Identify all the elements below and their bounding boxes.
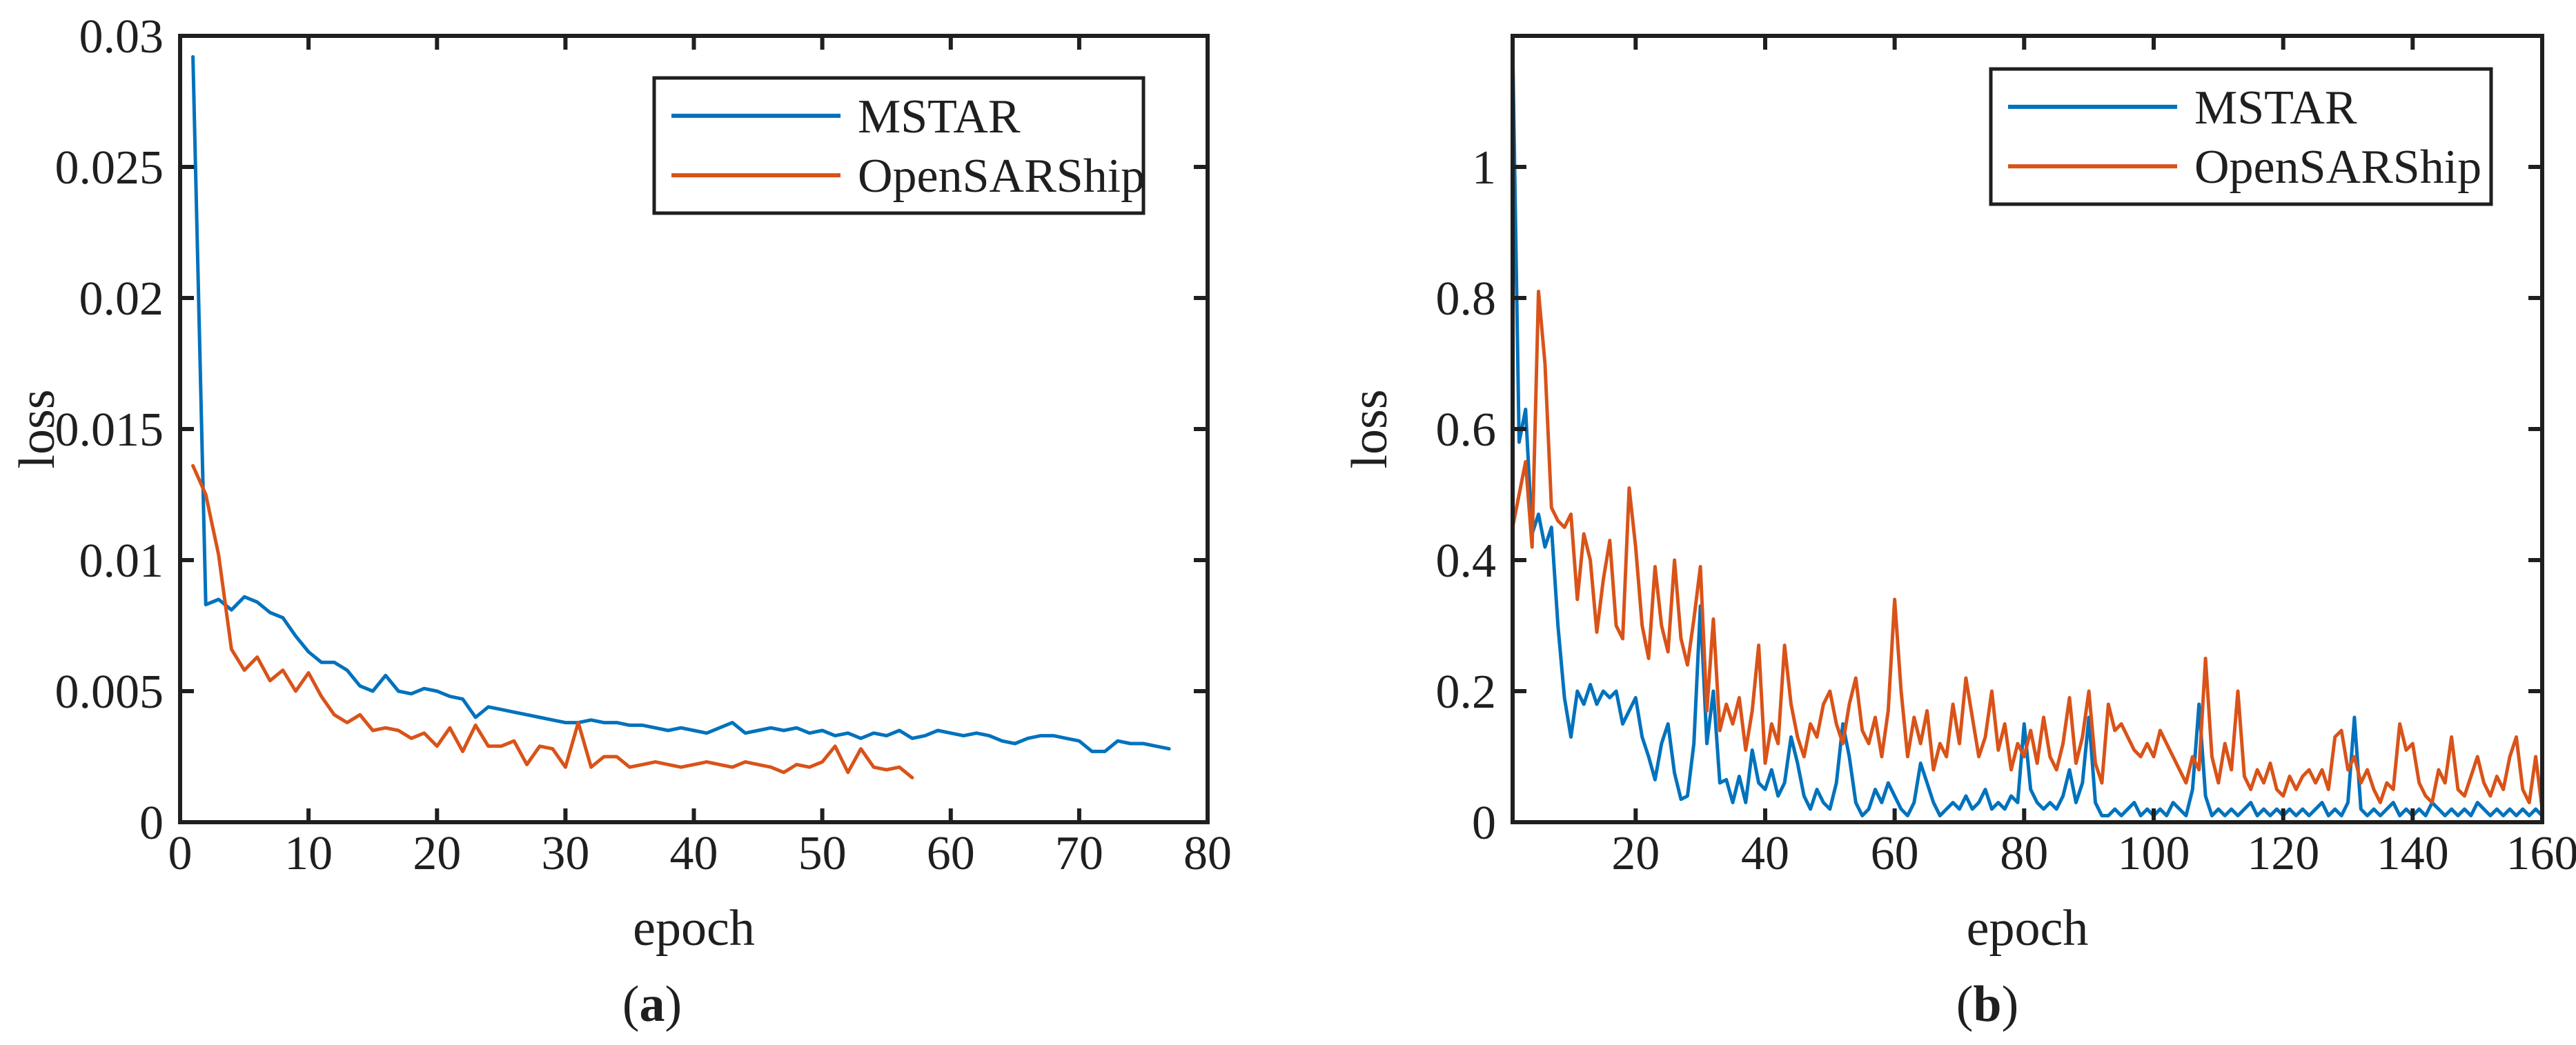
subplot-caption-a: (a) (622, 976, 682, 1033)
x-tick-label: 100 (2118, 827, 2190, 880)
y-tick-label: 0 (1472, 797, 1496, 850)
plot-area (1513, 41, 2542, 817)
x-tick-label: 30 (541, 827, 589, 880)
legend-label: MSTAR (858, 90, 1021, 143)
legend-box (1989, 67, 2493, 206)
x-tick-label: 140 (2377, 827, 2449, 880)
legend-label: OpenSARShip (2194, 141, 2481, 194)
caption-paren-close: ) (2002, 976, 2019, 1033)
x-tick-label: 120 (2247, 827, 2319, 880)
y-tick-label: 0.025 (55, 141, 164, 195)
caption-paren-close: ) (665, 976, 682, 1033)
x-axis-label: epoch (633, 900, 755, 957)
x-tick-label: 60 (927, 827, 975, 880)
caption-paren-open: ( (622, 976, 640, 1033)
y-tick-label: 0.01 (79, 535, 164, 588)
legend: MSTAR OpenSARShip (1989, 67, 2493, 206)
x-axis-label: epoch (1967, 900, 2089, 957)
y-tick-label: 0.4 (1436, 535, 1497, 588)
caption-letter: b (1973, 976, 2001, 1033)
y-tick-label: 1 (1472, 141, 1496, 195)
legend-label: MSTAR (2194, 81, 2357, 135)
x-tick-label: 80 (2000, 827, 2048, 880)
series-line-mstar (1513, 41, 2542, 817)
legend-label: OpenSARShip (858, 150, 1145, 203)
x-tick-label: 80 (1183, 827, 1232, 880)
y-tick-label: 0.005 (55, 666, 164, 719)
tick-marks (178, 34, 1210, 824)
y-axis-label: loss (1341, 389, 1398, 468)
subplot-caption-b: (b) (1956, 976, 2018, 1033)
series-line-opensarship (191, 464, 914, 779)
caption-letter: a (640, 976, 665, 1033)
x-tick-label: 40 (670, 827, 718, 880)
y-tick-label: 0.2 (1436, 666, 1497, 719)
x-tick-label: 0 (168, 827, 193, 880)
x-tick-label: 50 (798, 827, 847, 880)
series-line-mstar (191, 54, 1171, 753)
x-tick-label: 20 (1611, 827, 1660, 880)
x-tick-label: 40 (1741, 827, 1789, 880)
y-tick-label: 0.6 (1436, 404, 1497, 457)
x-tick-label: 160 (2506, 827, 2576, 880)
y-tick-label: 0 (139, 797, 164, 850)
x-tick-label: 20 (413, 827, 461, 880)
chart-a: 0 10 20 30 40 50 60 70 80 0 0.005 0.01 0.015 0.02 0.02… (9, 10, 1232, 1033)
x-tick-label: 70 (1055, 827, 1103, 880)
x-tick-label: 60 (1871, 827, 1919, 880)
y-tick-label: 0.03 (79, 10, 164, 63)
legend-box (652, 76, 1146, 215)
plot-area (191, 54, 1171, 779)
series-line-opensarship (1513, 290, 2542, 811)
x-tick-label: 10 (284, 827, 333, 880)
y-tick-label: 0.8 (1436, 272, 1497, 326)
y-tick-label: 0.02 (79, 272, 164, 326)
caption-paren-open: ( (1956, 976, 1974, 1033)
legend: MSTAR OpenSARShip (652, 76, 1146, 215)
tick-marks (1513, 36, 2544, 824)
y-axis-label: loss (9, 389, 66, 468)
chart-b: 20 40 60 80 100 120 140 160 0 0.2 0.4 0.6 0.8 1 epoch l… (1341, 34, 2576, 1033)
y-tick-label: 0.015 (55, 404, 164, 457)
